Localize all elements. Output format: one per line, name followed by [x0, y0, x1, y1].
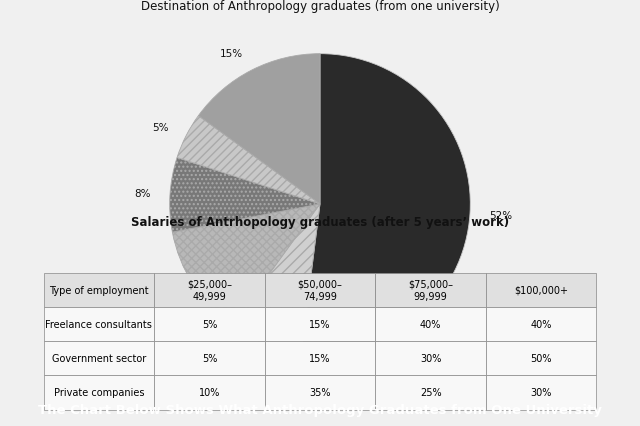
Text: 15%: 15% [220, 49, 243, 58]
Text: 12%: 12% [154, 290, 177, 300]
Text: The Chart Below Shows What Anthropology Graduates from One University: The Chart Below Shows What Anthropology … [38, 403, 602, 416]
Wedge shape [177, 116, 320, 204]
Wedge shape [301, 55, 470, 354]
Text: 5%: 5% [152, 123, 169, 132]
Wedge shape [232, 204, 320, 353]
Text: 8%: 8% [134, 189, 150, 199]
Wedge shape [198, 55, 320, 204]
Text: 52%: 52% [490, 210, 513, 220]
Title: Destination of Anthropology graduates (from one university): Destination of Anthropology graduates (f… [141, 0, 499, 13]
Title: Salaries of Antrhopology graduates (after 5 years’ work): Salaries of Antrhopology graduates (afte… [131, 216, 509, 229]
Text: 8%: 8% [241, 357, 257, 367]
Wedge shape [172, 204, 320, 326]
Wedge shape [170, 158, 320, 233]
